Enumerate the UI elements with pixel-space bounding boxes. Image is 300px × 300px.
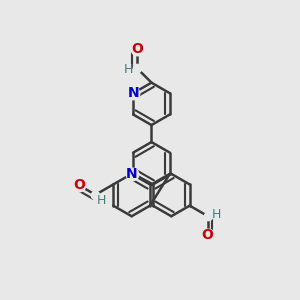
Text: H: H bbox=[97, 194, 106, 207]
Text: N: N bbox=[127, 86, 139, 100]
Text: O: O bbox=[73, 178, 85, 192]
Text: H: H bbox=[212, 208, 222, 221]
Text: H: H bbox=[124, 63, 133, 76]
Text: O: O bbox=[202, 228, 214, 242]
Text: N: N bbox=[126, 167, 137, 181]
Text: O: O bbox=[131, 42, 143, 56]
